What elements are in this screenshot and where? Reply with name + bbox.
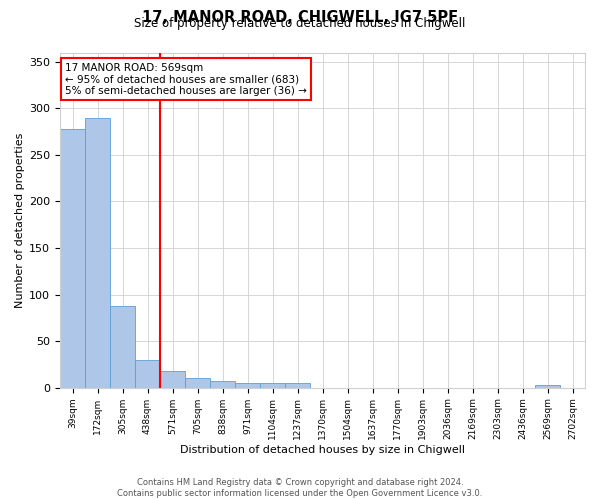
Text: 17, MANOR ROAD, CHIGWELL, IG7 5PF: 17, MANOR ROAD, CHIGWELL, IG7 5PF xyxy=(142,10,458,25)
Bar xyxy=(160,371,185,388)
Bar xyxy=(210,381,235,388)
Bar xyxy=(60,129,85,388)
Bar xyxy=(235,383,260,388)
Bar xyxy=(535,385,560,388)
Bar xyxy=(185,378,210,388)
Text: Size of property relative to detached houses in Chigwell: Size of property relative to detached ho… xyxy=(134,18,466,30)
Bar xyxy=(285,383,310,388)
Bar xyxy=(85,118,110,388)
Y-axis label: Number of detached properties: Number of detached properties xyxy=(15,132,25,308)
Bar xyxy=(260,383,285,388)
X-axis label: Distribution of detached houses by size in Chigwell: Distribution of detached houses by size … xyxy=(180,445,465,455)
Bar xyxy=(110,306,135,388)
Text: 17 MANOR ROAD: 569sqm
← 95% of detached houses are smaller (683)
5% of semi-deta: 17 MANOR ROAD: 569sqm ← 95% of detached … xyxy=(65,62,307,96)
Text: Contains HM Land Registry data © Crown copyright and database right 2024.
Contai: Contains HM Land Registry data © Crown c… xyxy=(118,478,482,498)
Bar xyxy=(135,360,160,388)
